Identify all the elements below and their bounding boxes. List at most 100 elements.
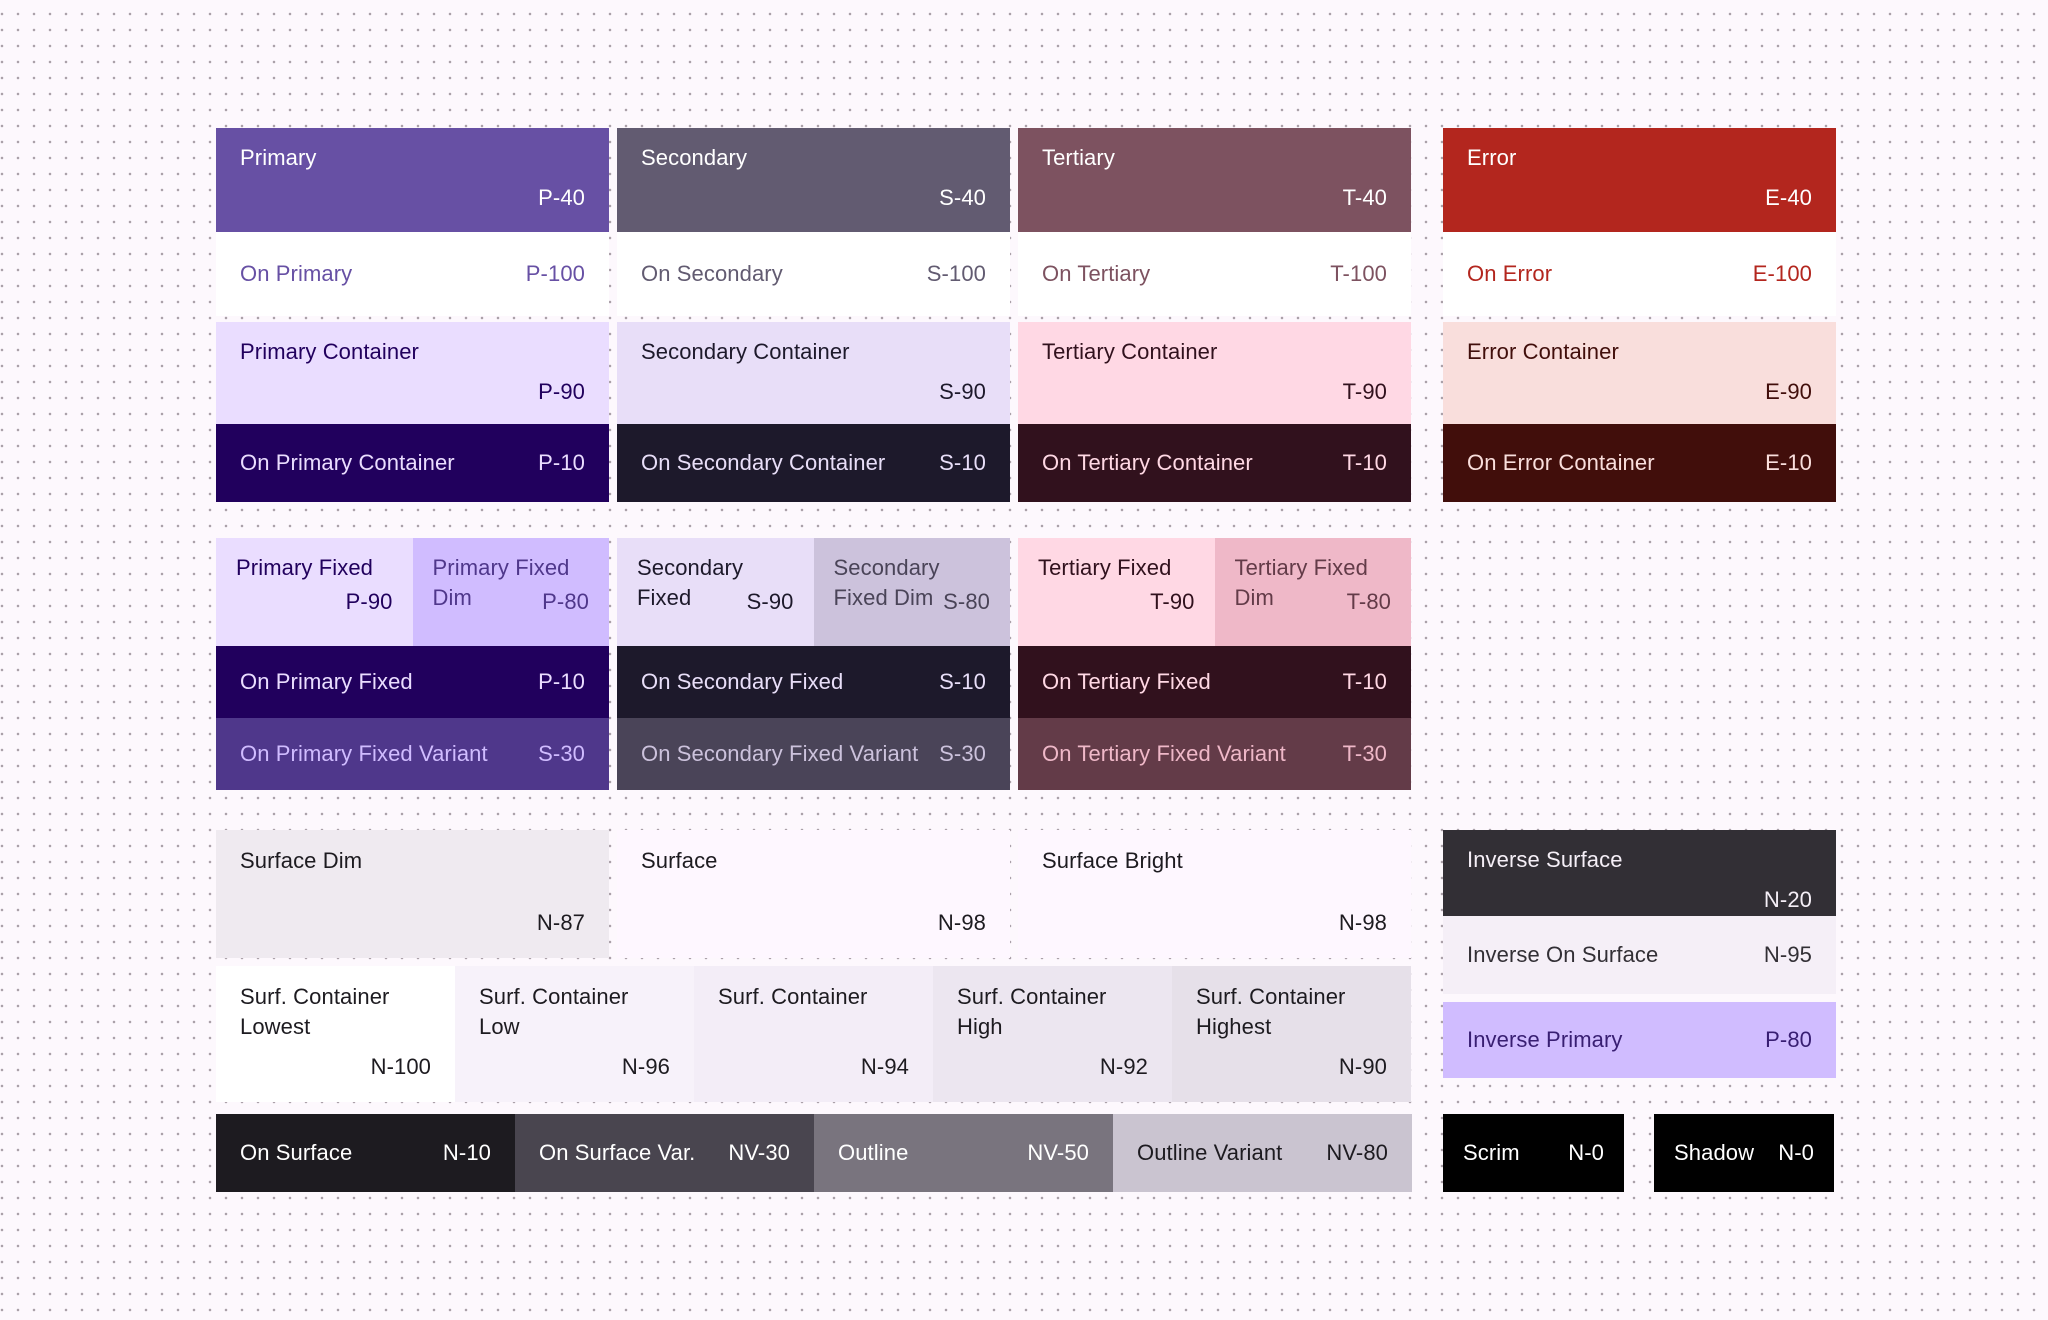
swatch-label: Surf. Container High bbox=[957, 984, 1107, 1039]
swatch-label: Error Container bbox=[1467, 339, 1619, 364]
swatch-value: N-0 bbox=[1778, 1140, 1814, 1165]
swatch-value: T-30 bbox=[1342, 741, 1387, 766]
swatch-shadow: Shadow N-0 bbox=[1654, 1114, 1834, 1192]
swatch-value: NV-80 bbox=[1326, 1140, 1388, 1165]
swatch-tertiary-fixed-pair: Tertiary Fixed T-90 Tertiary Fixed Dim T… bbox=[1018, 538, 1411, 646]
swatch-value: N-98 bbox=[937, 910, 986, 935]
swatch-label: Surface Dim bbox=[240, 848, 363, 873]
swatch-value: T-90 bbox=[1150, 589, 1195, 614]
swatch-surface-dim: Surface Dim N-87 bbox=[216, 830, 609, 958]
swatch-on-secondary-fixed-variant: On Secondary Fixed Variant S-30 bbox=[617, 718, 1010, 790]
swatch-on-secondary-container: On Secondary Container S-10 bbox=[617, 424, 1010, 502]
swatch-secondary-container: Secondary Container S-90 bbox=[617, 322, 1010, 424]
swatch-label: Outline bbox=[838, 1140, 909, 1165]
swatch-label: On Surface bbox=[240, 1140, 353, 1165]
swatch-tertiary-fixed: Tertiary Fixed T-90 bbox=[1018, 538, 1215, 646]
swatch-label: Inverse Surface bbox=[1467, 847, 1623, 872]
swatch-on-surface-variant: On Surface Var. NV-30 bbox=[515, 1114, 814, 1192]
swatch-on-primary-fixed: On Primary Fixed P-10 bbox=[216, 646, 609, 718]
swatch-label: Tertiary bbox=[1042, 145, 1115, 170]
swatch-label: On Secondary bbox=[641, 261, 783, 286]
swatch-surface-container-highest: Surf. Container Highest N-90 bbox=[1172, 966, 1411, 1102]
swatch-on-tertiary-fixed: On Tertiary Fixed T-10 bbox=[1018, 646, 1411, 718]
swatch-label: Error bbox=[1467, 145, 1517, 170]
swatch-value: N-98 bbox=[1338, 910, 1387, 935]
swatch-primary-fixed-pair: Primary Fixed P-90 Primary Fixed Dim P-8… bbox=[216, 538, 609, 646]
swatch-label: On Tertiary Container bbox=[1042, 450, 1253, 475]
swatch-surface: Surface N-98 bbox=[617, 830, 1010, 958]
swatch-label: On Surface Var. bbox=[539, 1140, 696, 1165]
swatch-label: On Secondary Fixed Variant bbox=[641, 741, 919, 766]
swatch-value: N-92 bbox=[1099, 1054, 1148, 1079]
swatch-value: S-30 bbox=[939, 741, 986, 766]
swatch-label: Surf. Container Lowest bbox=[240, 984, 390, 1039]
swatch-outline: Outline NV-50 bbox=[814, 1114, 1113, 1192]
swatch-value: N-94 bbox=[860, 1054, 909, 1079]
swatch-value: P-80 bbox=[1765, 1027, 1812, 1052]
swatch-primary-fixed-dim: Primary Fixed Dim P-80 bbox=[412, 538, 609, 646]
swatch-value: S-90 bbox=[939, 379, 986, 404]
swatch-label: Tertiary Container bbox=[1042, 339, 1218, 364]
swatch-primary-container: Primary Container P-90 bbox=[216, 322, 609, 424]
swatch-label: Tertiary Fixed Dim bbox=[1234, 555, 1368, 610]
swatch-label: Secondary Fixed bbox=[637, 555, 744, 610]
swatch-surface-container-high: Surf. Container High N-92 bbox=[933, 966, 1172, 1102]
swatch-value: T-80 bbox=[1346, 589, 1391, 614]
swatch-value: S-10 bbox=[939, 450, 986, 475]
swatch-label: Scrim bbox=[1463, 1140, 1520, 1165]
swatch-surface-container: Surf. Container N-94 bbox=[694, 966, 933, 1102]
swatch-value: N-96 bbox=[621, 1054, 670, 1079]
swatch-value: T-10 bbox=[1342, 450, 1387, 475]
swatch-on-tertiary-container: On Tertiary Container T-10 bbox=[1018, 424, 1411, 502]
swatch-label: On Secondary Fixed bbox=[641, 669, 844, 694]
swatch-label: Surf. Container Highest bbox=[1196, 984, 1346, 1039]
swatch-on-tertiary: On Tertiary T-100 bbox=[1018, 232, 1411, 316]
swatch-label: On Primary Fixed Variant bbox=[240, 741, 488, 766]
swatch-label: Secondary Container bbox=[641, 339, 850, 364]
swatch-value: N-100 bbox=[370, 1054, 431, 1079]
swatch-on-error-container: On Error Container E-10 bbox=[1443, 424, 1836, 502]
swatch-on-primary: On Primary P-100 bbox=[216, 232, 609, 316]
swatch-inverse-surface: Inverse Surface N-20 bbox=[1443, 830, 1836, 916]
swatch-tertiary-container: Tertiary Container T-90 bbox=[1018, 322, 1411, 424]
swatch-value: S-80 bbox=[943, 589, 990, 614]
swatch-tertiary-fixed-dim: Tertiary Fixed Dim T-80 bbox=[1214, 538, 1411, 646]
swatch-value: T-100 bbox=[1330, 261, 1387, 286]
swatch-value: E-100 bbox=[1752, 261, 1812, 286]
swatch-label: Inverse On Surface bbox=[1467, 942, 1659, 967]
swatch-value: S-10 bbox=[939, 669, 986, 694]
swatch-value: P-100 bbox=[525, 261, 585, 286]
swatch-value: E-90 bbox=[1765, 379, 1812, 404]
swatch-label: On Tertiary Fixed Variant bbox=[1042, 741, 1286, 766]
swatch-inverse-primary: Inverse Primary P-80 bbox=[1443, 1002, 1836, 1078]
swatch-value: N-20 bbox=[1763, 887, 1812, 912]
swatch-on-secondary-fixed: On Secondary Fixed S-10 bbox=[617, 646, 1010, 718]
swatch-scrim: Scrim N-0 bbox=[1443, 1114, 1624, 1192]
swatch-primary-fixed: Primary Fixed P-90 bbox=[216, 538, 413, 646]
swatch-on-error: On Error E-100 bbox=[1443, 232, 1836, 316]
swatch-secondary-fixed-pair: Secondary Fixed S-90 Secondary Fixed Dim… bbox=[617, 538, 1010, 646]
swatch-value: P-10 bbox=[538, 669, 585, 694]
swatch-surface-bright: Surface Bright N-98 bbox=[1018, 830, 1411, 958]
swatch-label: On Secondary Container bbox=[641, 450, 886, 475]
swatch-label: Secondary Fixed Dim bbox=[833, 555, 940, 610]
swatch-label: Primary Fixed Dim bbox=[432, 555, 570, 610]
swatch-surface-container-lowest: Surf. Container Lowest N-100 bbox=[216, 966, 455, 1102]
swatch-secondary-fixed: Secondary Fixed S-90 bbox=[617, 538, 814, 646]
swatch-value: E-40 bbox=[1765, 185, 1812, 210]
swatch-label: Surface Bright bbox=[1042, 848, 1183, 873]
swatch-label: On Primary Fixed bbox=[240, 669, 413, 694]
swatch-label: Primary Container bbox=[240, 339, 419, 364]
swatch-value: E-10 bbox=[1765, 450, 1812, 475]
swatch-label: Primary Fixed bbox=[236, 555, 373, 580]
swatch-primary: Primary P-40 bbox=[216, 128, 609, 232]
swatch-inverse-on-surface: Inverse On Surface N-95 bbox=[1443, 916, 1836, 994]
swatch-value: N-95 bbox=[1763, 942, 1812, 967]
swatch-secondary: Secondary S-40 bbox=[617, 128, 1010, 232]
swatch-label: Inverse Primary bbox=[1467, 1027, 1623, 1052]
swatch-label: Tertiary Fixed bbox=[1038, 555, 1172, 580]
swatch-label: Surface bbox=[641, 848, 718, 873]
swatch-error: Error E-40 bbox=[1443, 128, 1836, 232]
swatch-label: Shadow bbox=[1674, 1140, 1755, 1165]
